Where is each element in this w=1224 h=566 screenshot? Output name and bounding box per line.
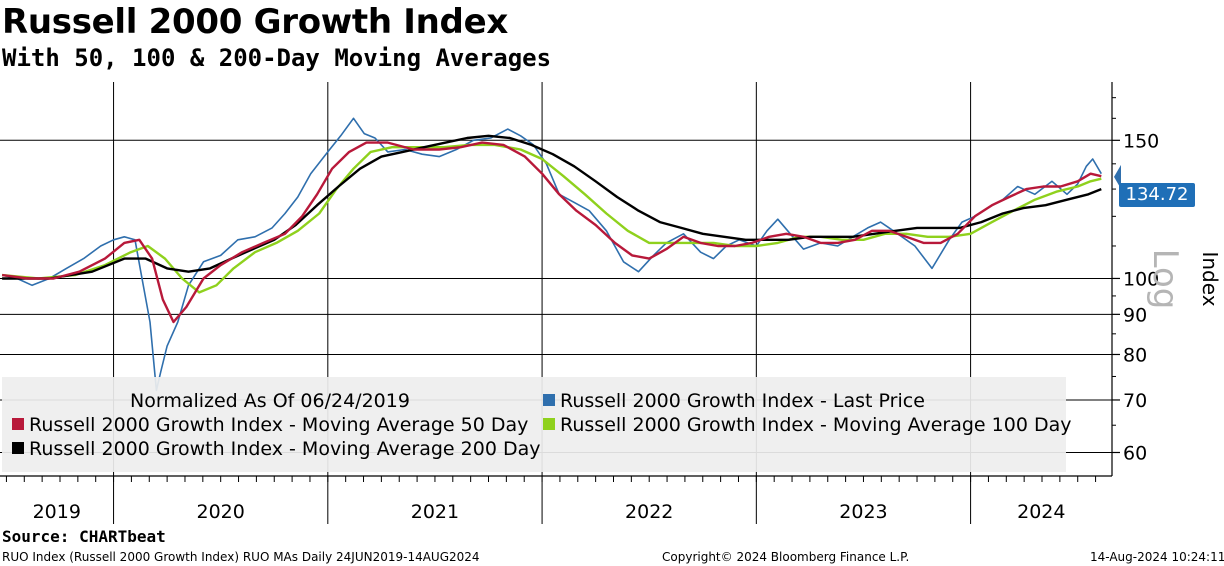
legend-note: Normalized As Of 06/24/2019 [130, 390, 410, 412]
y-tick-label-100: 100 [1123, 268, 1159, 290]
x-tick-label-2019: 2019 [33, 501, 81, 523]
legend: Normalized As Of 06/24/2019 Russell 2000… [2, 377, 1072, 472]
series-last-price [1, 117, 1102, 392]
legend-swatch-last-price [543, 394, 555, 406]
y-tick-label-150: 150 [1123, 130, 1159, 152]
legend-label-ma50: Russell 2000 Growth Index - Moving Avera… [29, 414, 529, 436]
chart-title: Russell 2000 Growth Index [2, 2, 508, 42]
x-tick-label-2021: 2021 [411, 501, 459, 523]
legend-swatch-ma200 [12, 442, 24, 454]
legend-label-last-price: Russell 2000 Growth Index - Last Price [560, 390, 925, 412]
series-ma50 [1, 141, 1102, 324]
footer-right: 14-Aug-2024 10:24:11 [1090, 550, 1224, 564]
source-note: Source: CHARTbeat [2, 527, 166, 546]
legend-item-ma100: Russell 2000 Growth Index - Moving Avera… [543, 414, 1072, 436]
y-tick-label-90: 90 [1123, 304, 1147, 326]
legend-swatch-ma50 [12, 418, 24, 430]
series-ma200 [2, 134, 1102, 280]
legend-label-ma100: Russell 2000 Growth Index - Moving Avera… [560, 414, 1072, 436]
x-tick-label-2022: 2022 [625, 501, 673, 523]
legend-label-ma200: Russell 2000 Growth Index - Moving Avera… [29, 438, 541, 460]
log-scale-label: Log [1145, 248, 1185, 310]
series-layer [1, 117, 1102, 392]
x-tick-label-2020: 2020 [197, 501, 245, 523]
legend-item-ma50: Russell 2000 Growth Index - Moving Avera… [12, 414, 528, 436]
x-tick-label-2024: 2024 [1017, 501, 1065, 523]
last-value-pointer [1114, 164, 1121, 189]
legend-item-last-price: Russell 2000 Growth Index - Last Price [543, 390, 925, 412]
chart-subtitle: With 50, 100 & 200-Day Moving Averages [2, 44, 552, 72]
series-ma100 [1, 143, 1102, 294]
y-axis-label: Index [1198, 251, 1222, 307]
y-tick-label-80: 80 [1123, 344, 1147, 366]
footer-left: RUO Index (Russell 2000 Growth Index) RU… [2, 550, 480, 564]
legend-item-ma200: Russell 2000 Growth Index - Moving Avera… [12, 438, 541, 460]
y-tick-label-70: 70 [1123, 390, 1147, 412]
x-tick-label-2023: 2023 [839, 501, 887, 523]
legend-swatch-ma100 [543, 418, 555, 430]
axis-layer: 60 70 80 90 100 150 2019 2020 2021 2022 2023 2024 [0, 82, 1159, 523]
last-value-label: 134.72 [1119, 183, 1195, 207]
footer-center: Copyright© 2024 Bloomberg Finance L.P. [662, 550, 910, 564]
y-tick-label-60: 60 [1123, 442, 1147, 464]
